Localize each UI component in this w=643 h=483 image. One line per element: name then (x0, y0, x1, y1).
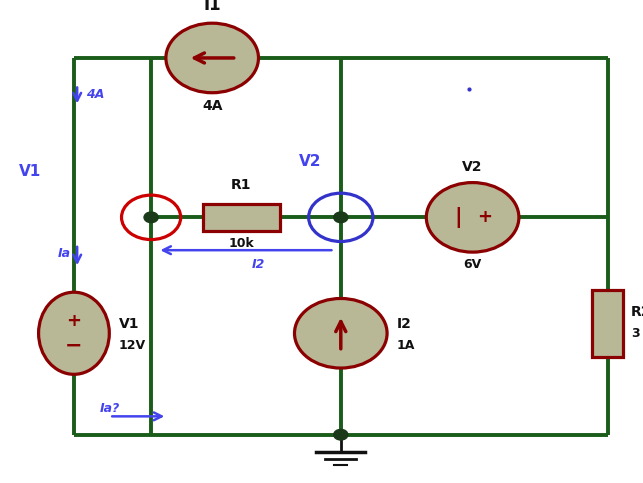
Text: 3: 3 (631, 327, 639, 340)
Text: Ia: Ia (58, 247, 71, 260)
Text: R2: R2 (631, 305, 643, 318)
FancyBboxPatch shape (203, 204, 280, 230)
Text: +: + (66, 312, 82, 330)
Text: Ia?: Ia? (100, 402, 120, 414)
Text: 4A: 4A (86, 88, 104, 100)
Text: +: + (476, 208, 492, 227)
Text: −: − (65, 336, 83, 356)
Text: I1: I1 (203, 0, 221, 14)
Circle shape (426, 183, 519, 252)
Text: 1A: 1A (397, 339, 415, 352)
Text: V2: V2 (299, 154, 322, 170)
Circle shape (166, 23, 258, 93)
Circle shape (334, 429, 348, 440)
Text: V1: V1 (19, 164, 42, 179)
FancyBboxPatch shape (592, 290, 623, 357)
Text: I2: I2 (252, 258, 266, 271)
Text: |: | (455, 207, 462, 228)
Circle shape (144, 212, 158, 223)
Text: I2: I2 (397, 317, 412, 330)
Text: V2: V2 (462, 160, 483, 174)
Ellipse shape (39, 292, 109, 374)
Circle shape (334, 212, 348, 223)
Text: 12V: 12V (119, 339, 146, 352)
Text: 6V: 6V (464, 258, 482, 271)
Text: R1: R1 (231, 178, 251, 192)
Text: V1: V1 (119, 317, 140, 330)
Circle shape (294, 298, 387, 368)
Text: 4A: 4A (202, 99, 222, 113)
Text: 10k: 10k (228, 237, 254, 250)
